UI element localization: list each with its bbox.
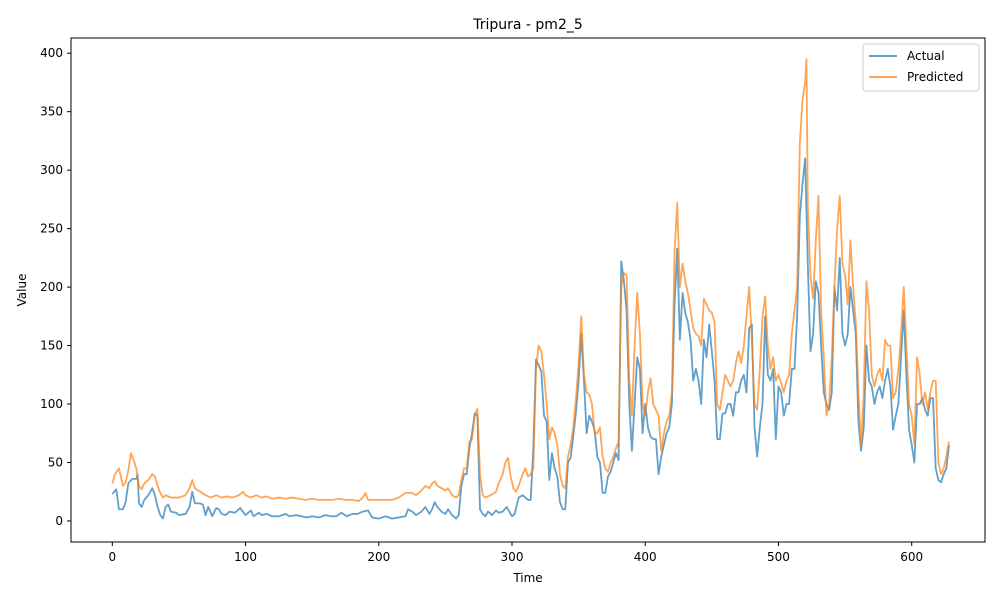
x-tick-label-500: 500	[767, 550, 790, 564]
x-tick-label-200: 200	[367, 550, 390, 564]
y-tick-label-250: 250	[40, 222, 63, 236]
x-tick-label-0: 0	[108, 550, 116, 564]
series-line-predicted	[111, 58, 950, 502]
chart-title: Tripura - pm2_5	[472, 17, 583, 33]
y-axis: 0 50 100 150 200 250 300 350 400	[40, 46, 71, 528]
series-line-actual	[111, 157, 950, 520]
x-axis: 0 100 200 300 400 500 600	[108, 542, 923, 564]
y-tick-label-50: 50	[48, 455, 63, 469]
y-tick-label-400: 400	[40, 46, 63, 60]
x-tick-label-600: 600	[900, 550, 923, 564]
x-tick-label-300: 300	[501, 550, 524, 564]
y-tick-label-100: 100	[40, 397, 63, 411]
plot-frame	[70, 37, 986, 543]
legend-label-predicted: Predicted	[907, 70, 963, 84]
x-tick-label-100: 100	[234, 550, 257, 564]
y-axis-label: Value	[15, 274, 29, 307]
legend-label-actual: Actual	[907, 49, 945, 63]
y-tick-label-300: 300	[40, 163, 63, 177]
legend: Actual Predicted	[862, 43, 980, 92]
y-tick-label-200: 200	[40, 280, 63, 294]
y-tick-label-0: 0	[55, 514, 63, 528]
x-axis-label: Time	[512, 571, 542, 585]
x-tick-label-400: 400	[634, 550, 657, 564]
y-tick-label-350: 350	[40, 105, 63, 119]
y-tick-label-150: 150	[40, 339, 63, 353]
series-layer	[111, 58, 950, 520]
